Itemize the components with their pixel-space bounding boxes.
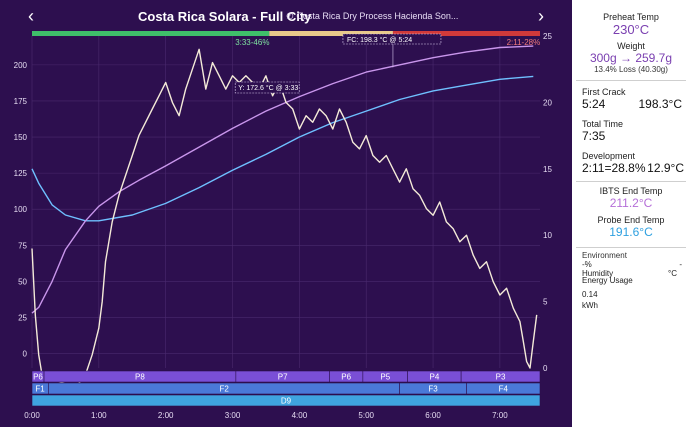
phase-row-2-label: F4 bbox=[499, 385, 509, 394]
phase-row-1-label: P3 bbox=[496, 373, 506, 382]
phase-row-1-label: P6 bbox=[341, 373, 351, 382]
panel-divider bbox=[576, 181, 686, 182]
x-tick-label: 4:00 bbox=[292, 411, 308, 420]
phase-bar-development bbox=[392, 31, 540, 36]
bean-subtitle[interactable]: ∅ Costa Rica Dry Process Hacienda Son... bbox=[286, 11, 459, 21]
phase-row-2-segment bbox=[466, 382, 541, 395]
first-crack-temp: 198.3°C bbox=[638, 97, 683, 111]
ibts-label: IBTS End Temp bbox=[599, 186, 663, 196]
phase-row-1-label: P6 bbox=[33, 373, 43, 382]
roast-chart: 3:33-46% 2:11-28% 0 25 50 75 100 125 150 175 200 0 5… bbox=[14, 31, 552, 420]
loss-value: 13.4% Loss (40.30g) bbox=[594, 65, 668, 74]
panel-divider bbox=[576, 80, 686, 81]
phase-label-drying: 3:33-46% bbox=[235, 38, 269, 47]
x-tick-label: 2:00 bbox=[158, 411, 174, 420]
phase-row-2-label: F1 bbox=[35, 385, 45, 394]
roast-summary-panel: Preheat Temp 230°C Weight 300g → 259.7g … bbox=[572, 0, 690, 427]
env-temp-value: - bbox=[679, 260, 682, 269]
x-tick-label: 3:00 bbox=[225, 411, 241, 420]
phase-bar-drying bbox=[32, 31, 270, 36]
y-tick-label-right: 5 bbox=[543, 298, 548, 307]
energy-unit: kWh bbox=[582, 301, 598, 310]
phase-row-1-label: P5 bbox=[380, 373, 390, 382]
weight-value: 300g → 259.7g bbox=[589, 51, 673, 65]
total-time-label: Total Time bbox=[582, 119, 624, 129]
chevron-right-icon[interactable]: › bbox=[538, 6, 544, 26]
ibts-value: 211.2°C bbox=[609, 196, 653, 210]
y-tick-label-left: 50 bbox=[18, 277, 27, 286]
panel-divider bbox=[576, 247, 686, 248]
phase-row-2-label: F3 bbox=[428, 385, 438, 394]
y-tick-label-left: 75 bbox=[18, 241, 27, 250]
development-label: Development bbox=[582, 151, 636, 161]
phase-row-3-segment bbox=[31, 394, 541, 407]
first-crack-box bbox=[342, 33, 442, 45]
probe-value: 191.6°C bbox=[609, 225, 653, 239]
y-tick-label-left: 125 bbox=[14, 169, 28, 178]
development-delta: 12.9°C bbox=[647, 161, 684, 175]
phase-row-3-label: D9 bbox=[281, 397, 292, 406]
humidity-label: Humidity bbox=[582, 269, 614, 278]
x-tick-label: 6:00 bbox=[425, 411, 441, 420]
phase-row-1-label: P8 bbox=[135, 373, 145, 382]
development-value: 2:11=28.8% bbox=[582, 161, 646, 175]
x-tick-label: 5:00 bbox=[358, 411, 374, 420]
energy-value: 0.14 bbox=[582, 290, 598, 299]
environment-label: Environment bbox=[582, 251, 627, 260]
peak-box bbox=[234, 81, 300, 94]
y-tick-label-left: 175 bbox=[14, 97, 28, 106]
phase-row-1-label: P4 bbox=[429, 373, 439, 382]
preheat-value: 230°C bbox=[612, 22, 650, 37]
energy-label: Energy Usage bbox=[582, 276, 633, 285]
y-tick-label-right: 25 bbox=[543, 32, 552, 41]
y-tick-label-right: 15 bbox=[543, 165, 552, 174]
x-tick-label: 1:00 bbox=[91, 411, 107, 420]
y-tick-label-left: 100 bbox=[14, 205, 28, 214]
chart-area bbox=[0, 0, 572, 427]
x-tick-label: 0:00 bbox=[24, 411, 40, 420]
page-title: Costa Rica Solara - Full City bbox=[138, 9, 312, 24]
chart-header: ‹ Costa Rica Solara - Full City ∅ Costa … bbox=[0, 0, 572, 30]
x-tick-label: 7:00 bbox=[492, 411, 508, 420]
phase-bar-maillard bbox=[269, 31, 393, 36]
y-tick-label-left: 150 bbox=[14, 133, 28, 142]
phase-label-development: 2:11-28% bbox=[507, 38, 541, 47]
y-tick-label-left: 25 bbox=[18, 313, 27, 322]
series-line-2 bbox=[31, 48, 538, 389]
y-tick-label-right: 0 bbox=[543, 364, 548, 373]
series-line-1 bbox=[31, 45, 534, 314]
chevron-left-icon[interactable]: ‹ bbox=[28, 6, 34, 26]
phase-row-1-segment bbox=[460, 370, 541, 383]
y-tick-label-left: 200 bbox=[14, 61, 28, 70]
weight-label: Weight bbox=[617, 41, 645, 51]
probe-label: Probe End Temp bbox=[597, 215, 665, 225]
env-humidity-value: -% bbox=[582, 260, 592, 269]
first-crack-time: 5:24 bbox=[582, 97, 606, 111]
first-crack-annotation: FC: 198.3 °C @ 5:24 bbox=[347, 36, 412, 44]
preheat-label: Preheat Temp bbox=[603, 12, 659, 22]
y-tick-label-right: 20 bbox=[543, 98, 552, 107]
total-time-value: 7:35 bbox=[582, 129, 606, 143]
peak-annotation: Y: 172.6 °C @ 3:33 bbox=[238, 84, 298, 92]
temp-unit: °C bbox=[668, 269, 677, 278]
series-line-0 bbox=[31, 75, 534, 222]
phase-row-1-label: P7 bbox=[278, 373, 288, 382]
first-crack-label: First Crack bbox=[582, 87, 626, 97]
y-tick-label-left: 0 bbox=[23, 350, 28, 359]
phase-row-2-label: F2 bbox=[219, 385, 229, 394]
y-tick-label-right: 10 bbox=[543, 231, 552, 240]
